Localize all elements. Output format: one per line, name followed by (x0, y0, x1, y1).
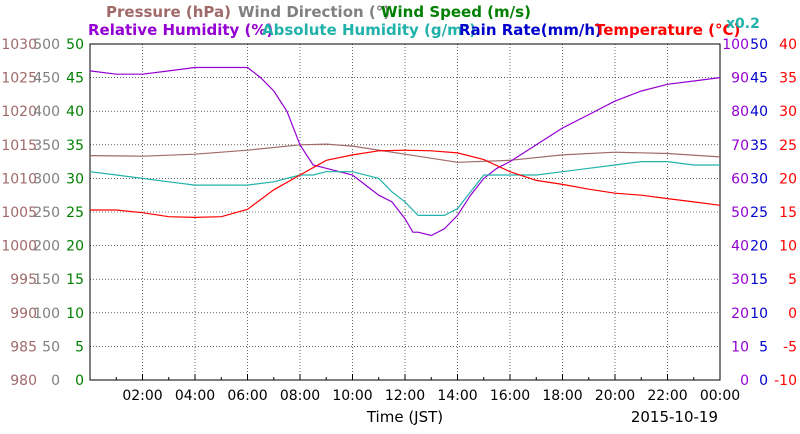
y-tick-label-pressure: 980 (10, 373, 37, 389)
y-tick-label-temperature: 30 (779, 104, 797, 120)
y-tick-label-rain-rate: 50 (750, 37, 768, 53)
y-tick-label-relative-humidity: 40 (731, 239, 749, 255)
y-tick-label-rain-rate: 20 (750, 239, 768, 255)
legend-relative-humidity: Relative Humidity (%) (88, 21, 273, 39)
y-tick-label-relative-humidity: 30 (731, 272, 749, 288)
y-tick-label-temperature: 10 (779, 239, 797, 255)
y-tick-label-relative-humidity: 80 (731, 104, 749, 120)
x-tick-label: 22:00 (647, 388, 687, 404)
x-tick-label: 16:00 (490, 388, 530, 404)
y-tick-label-relative-humidity: 10 (731, 339, 749, 355)
x-axis-title: Time (JST) (366, 408, 443, 426)
y-tick-label-temperature: -10 (774, 373, 797, 389)
y-tick-label-pressure: 1005 (1, 205, 37, 221)
y-tick-label-pressure: 1000 (1, 239, 37, 255)
y-tick-label-temperature: 20 (779, 171, 797, 187)
y-axes: 1030102510201015101010051000995990985980… (1, 37, 797, 389)
y-tick-label-wind-speed: 40 (66, 104, 84, 120)
x-tick-label: 08:00 (280, 388, 320, 404)
series-line-pressure (89, 143, 721, 163)
y-tick-label-relative-humidity: 100 (722, 37, 749, 53)
y-tick-label-wind-direction: 400 (33, 104, 60, 120)
y-tick-label-relative-humidity: 20 (731, 306, 749, 322)
x-tick-label: 20:00 (595, 388, 635, 404)
series-lines (89, 66, 721, 237)
x-tick-label: 04:00 (175, 388, 215, 404)
y-tick-label-wind-speed: 50 (66, 37, 84, 53)
y-tick-label-rain-rate: 35 (750, 138, 768, 154)
x-tick-label: 10:00 (332, 388, 372, 404)
y-tick-label-temperature: 40 (779, 37, 797, 53)
legend-wind-speed: Wind Speed (m/s) (381, 3, 531, 21)
y-tick-label-pressure: 1030 (1, 37, 37, 53)
y-tick-label-rain-rate: 5 (759, 339, 768, 355)
y-tick-label-temperature: -5 (783, 339, 797, 355)
y-tick-label-pressure: 1020 (1, 104, 37, 120)
y-tick-label-temperature: 35 (779, 71, 797, 87)
y-tick-label-wind-speed: 25 (66, 205, 84, 221)
legend: Pressure (hPa) Wind Direction (°) Wind S… (88, 3, 760, 39)
y-tick-label-pressure: 1010 (1, 171, 37, 187)
y-tick-label-rain-rate: 30 (750, 171, 768, 187)
series-line-temperature (90, 149, 721, 219)
x-tick-label: 18:00 (542, 388, 582, 404)
legend-absolute-humidity: Absolute Humidity (g/m³) (262, 21, 476, 39)
y-tick-label-rain-rate: 25 (750, 205, 768, 221)
legend-pressure: Pressure (hPa) (106, 3, 231, 21)
y-tick-label-wind-direction: 500 (33, 37, 60, 53)
y-tick-label-wind-speed: 5 (75, 339, 84, 355)
y-tick-label-wind-speed: 30 (66, 171, 84, 187)
y-tick-label-wind-direction: 0 (51, 373, 60, 389)
x-tick-label: 00:00 (700, 388, 740, 404)
y-tick-label-rain-rate: 10 (750, 306, 768, 322)
chart-date: 2015-10-19 (631, 408, 718, 426)
y-tick-label-temperature: 15 (779, 205, 797, 221)
y-tick-label-rain-rate: 40 (750, 104, 768, 120)
legend-wind-direction: Wind Direction (°) (238, 3, 390, 21)
y-tick-label-rain-rate: 15 (750, 272, 768, 288)
y-tick-label-relative-humidity: 70 (731, 138, 749, 154)
legend-rain-rate: Rain Rate(mm/h) (459, 21, 602, 39)
y-tick-label-wind-direction: 450 (33, 71, 60, 87)
y-tick-label-temperature: 5 (788, 272, 797, 288)
series-line-relative-humidity-absolute (89, 161, 720, 216)
x-tick-label: 02:00 (122, 388, 162, 404)
y-tick-label-rain-rate: 45 (750, 71, 768, 87)
grid (90, 44, 720, 380)
y-tick-label-pressure: 1015 (1, 138, 37, 154)
y-tick-label-relative-humidity: 60 (731, 171, 749, 187)
y-tick-label-relative-humidity: 90 (731, 71, 749, 87)
y-tick-label-relative-humidity: 0 (740, 373, 749, 389)
x-axis: 02:00 04:00 06:00 08:00 10:00 12:00 14:00 16:00… (89, 374, 740, 404)
legend-temperature: Temperature (°C) (595, 21, 740, 39)
y-tick-label-wind-direction: 150 (33, 272, 60, 288)
y-tick-label-wind-direction: 100 (33, 306, 60, 322)
y-tick-label-wind-direction: 200 (33, 239, 60, 255)
y-tick-label-wind-speed: 35 (66, 138, 84, 154)
y-tick-label-temperature: 0 (788, 306, 797, 322)
y-tick-label-wind-direction: 300 (33, 171, 60, 187)
y-tick-label-wind-speed: 45 (66, 71, 84, 87)
y-tick-label-wind-speed: 10 (66, 306, 84, 322)
y-tick-label-wind-speed: 20 (66, 239, 84, 255)
y-tick-label-wind-direction: 350 (33, 138, 60, 154)
y-tick-label-pressure: 990 (10, 306, 37, 322)
x-tick-label: 06:00 (227, 388, 267, 404)
y-tick-label-wind-direction: 50 (42, 339, 60, 355)
legend-scale-note: x0.2 (726, 16, 760, 32)
y-tick-label-pressure: 995 (10, 272, 37, 288)
y-tick-label-relative-humidity: 50 (731, 205, 749, 221)
y-tick-label-pressure: 985 (10, 339, 37, 355)
x-tick-label: 12:00 (385, 388, 425, 404)
y-tick-label-wind-speed: 0 (75, 373, 84, 389)
series-line-relative-humidity (89, 66, 721, 237)
y-tick-label-temperature: 25 (779, 138, 797, 154)
y-tick-label-pressure: 1025 (1, 71, 37, 87)
y-tick-label-wind-direction: 250 (33, 205, 60, 221)
y-tick-label-wind-speed: 15 (66, 272, 84, 288)
y-tick-label-rain-rate: 0 (759, 373, 768, 389)
x-tick-label: 14:00 (437, 388, 477, 404)
